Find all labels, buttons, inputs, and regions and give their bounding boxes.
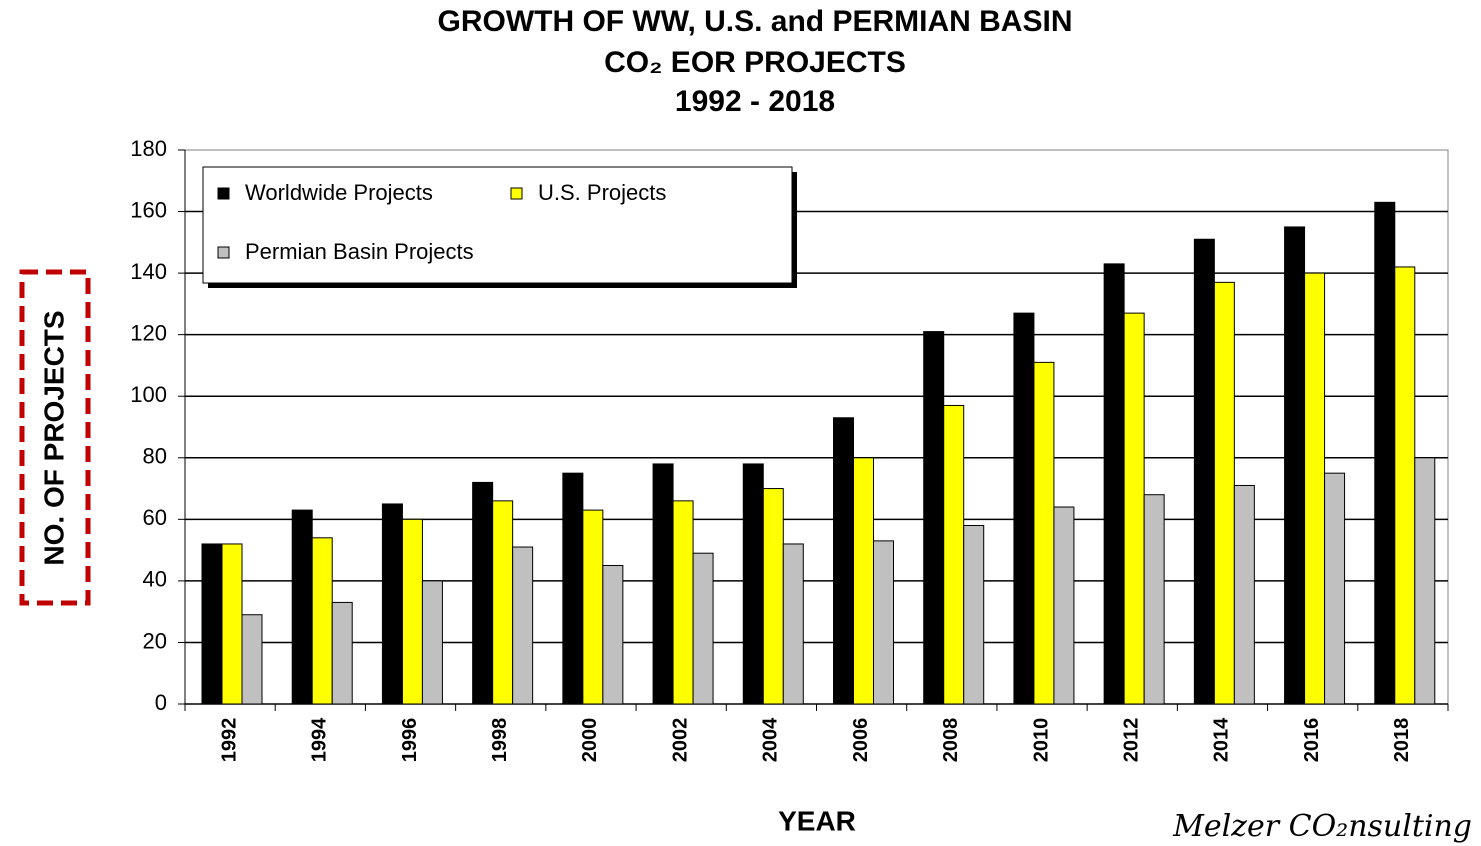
bar <box>963 524 985 705</box>
bar <box>1233 484 1255 705</box>
legend-label: Permian Basin Projects <box>245 239 474 264</box>
bar <box>602 565 624 705</box>
y-label-box <box>19 269 91 606</box>
bar <box>923 331 945 705</box>
x-tick-label: 2016 <box>1301 718 1323 763</box>
legend-label: Worldwide Projects <box>245 180 433 205</box>
legend-swatch <box>217 246 230 259</box>
y-tick-label: 100 <box>130 382 167 407</box>
bar <box>421 580 443 705</box>
bar <box>582 509 604 705</box>
bar <box>311 537 333 705</box>
bar <box>1304 272 1326 705</box>
chart-title: CO₂ EOR PROJECTS <box>604 46 906 79</box>
bar <box>1213 281 1235 705</box>
bar <box>381 503 403 705</box>
bar <box>1033 361 1055 705</box>
bar <box>1394 266 1416 705</box>
x-tick-label: 2008 <box>940 718 962 763</box>
x-tick-label: 2012 <box>1121 718 1143 763</box>
bar <box>331 601 353 705</box>
bar <box>401 518 423 705</box>
bar <box>201 543 223 705</box>
bar <box>652 463 674 705</box>
bar <box>1284 226 1306 705</box>
bar <box>1103 263 1125 705</box>
y-axis-label: NO. OF PROJECTS <box>38 310 69 565</box>
y-tick-label: 60 <box>143 505 167 530</box>
watermark: Melzer CO₂nsulting <box>1172 809 1472 844</box>
bar <box>1123 312 1145 705</box>
x-tick-label: 2014 <box>1211 717 1233 762</box>
x-tick-label: 1994 <box>309 717 331 762</box>
bar <box>833 417 854 705</box>
bar <box>562 472 584 705</box>
x-tick-label: 2018 <box>1391 718 1413 763</box>
x-axis-label: YEAR <box>778 805 856 836</box>
y-tick-label: 120 <box>130 320 167 345</box>
chart-title: 1992 - 2018 <box>675 85 835 118</box>
x-tick-label: 1992 <box>218 718 240 763</box>
bar <box>762 488 784 705</box>
bar <box>1324 472 1346 705</box>
x-tick-label: 2006 <box>850 718 872 763</box>
bar <box>873 540 894 705</box>
x-tick-label: 1996 <box>399 718 421 763</box>
bar <box>672 500 694 705</box>
bar <box>1193 238 1215 705</box>
bar <box>1414 457 1436 705</box>
chart-title: GROWTH OF WW, U.S. and PERMIAN BASIN <box>438 5 1073 38</box>
x-tick-label: 2000 <box>579 718 601 763</box>
bar <box>472 481 494 705</box>
legend-swatch <box>217 187 230 200</box>
bar <box>943 404 965 705</box>
y-tick-label: 180 <box>130 136 167 161</box>
bar <box>742 463 764 705</box>
bar <box>692 552 714 705</box>
y-tick-label: 0 <box>155 690 167 715</box>
bar <box>221 543 243 705</box>
bar <box>492 500 514 705</box>
bar <box>1143 494 1165 705</box>
bar <box>1053 506 1075 705</box>
bar <box>782 543 804 705</box>
y-tick-label: 140 <box>130 259 167 284</box>
bar <box>1013 312 1035 705</box>
y-tick-label: 20 <box>143 628 167 653</box>
legend-swatch <box>510 187 523 200</box>
bar <box>291 509 313 705</box>
x-tick-label: 2004 <box>760 717 782 762</box>
x-tick-label: 2002 <box>669 718 691 763</box>
y-tick-label: 80 <box>143 444 167 469</box>
x-tick-label: 2010 <box>1030 718 1052 763</box>
y-tick-label: 40 <box>143 567 167 592</box>
bar <box>853 457 874 705</box>
bar <box>1374 201 1396 705</box>
bar <box>241 614 263 705</box>
legend <box>202 166 793 284</box>
bar <box>512 546 534 705</box>
x-tick-label: 1998 <box>489 718 511 763</box>
y-tick-label: 160 <box>130 197 167 222</box>
legend-label: U.S. Projects <box>538 180 666 205</box>
